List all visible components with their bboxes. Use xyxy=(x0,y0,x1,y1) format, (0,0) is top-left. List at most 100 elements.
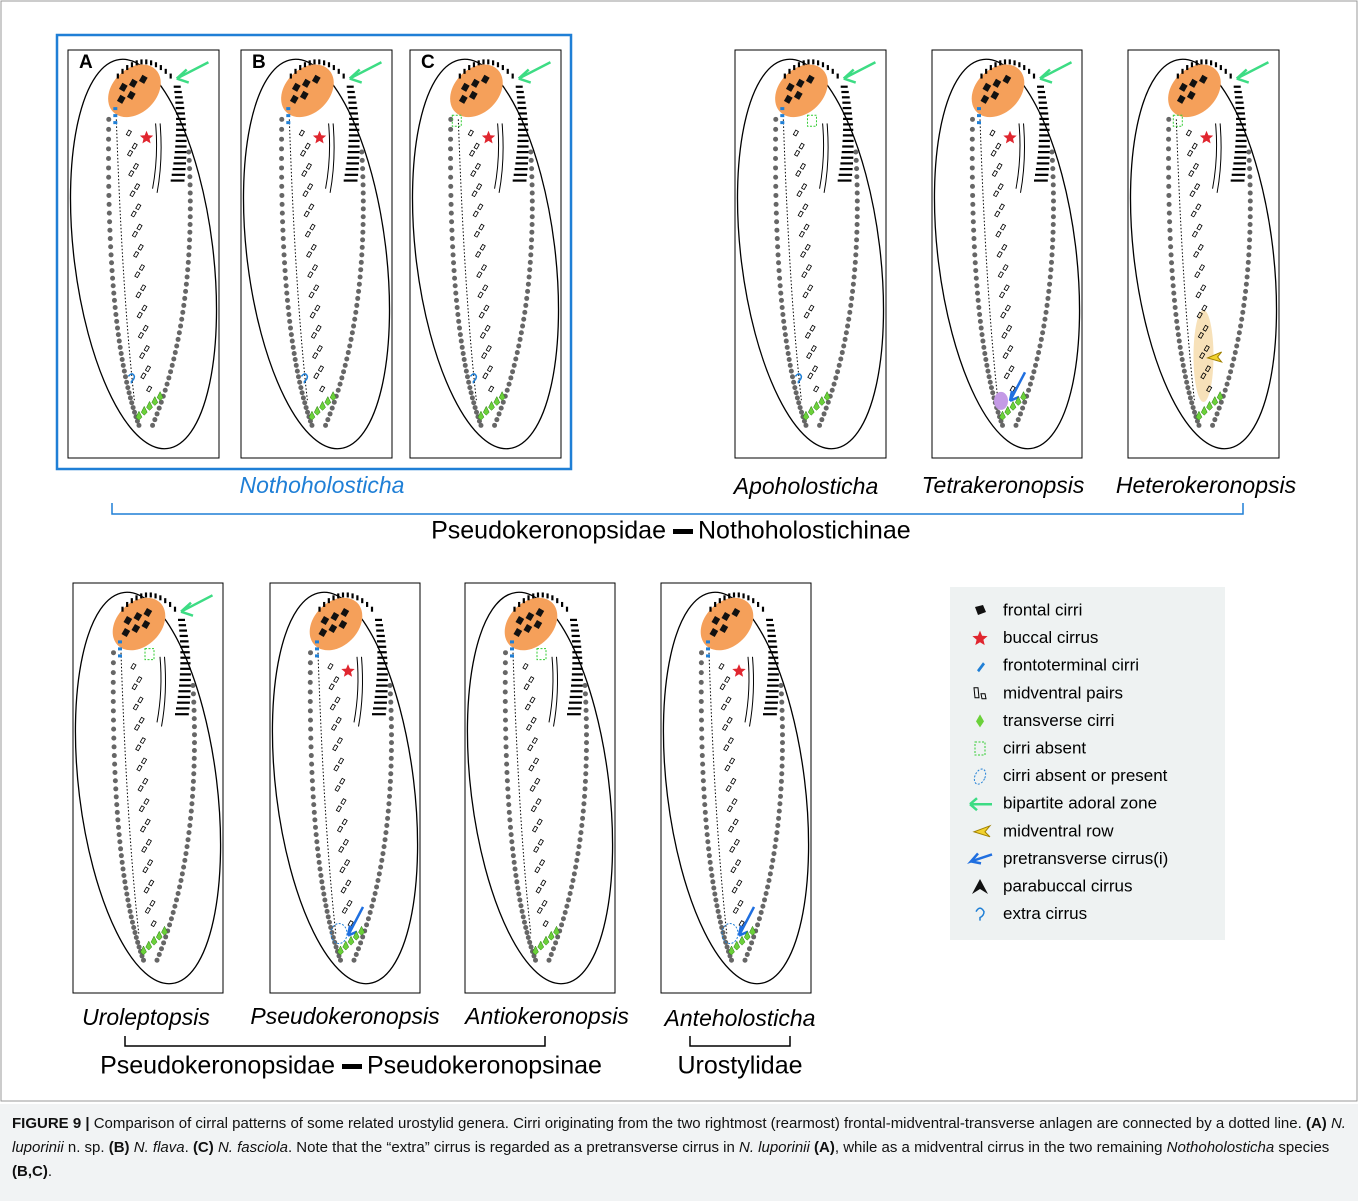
marginal-cirrus xyxy=(281,252,287,258)
marginal-cirrus xyxy=(1244,274,1250,280)
marginal-cirrus xyxy=(717,919,723,925)
marginal-cirrus xyxy=(387,786,393,792)
marginal-cirrus xyxy=(1226,375,1232,381)
marginal-cirrus xyxy=(1168,252,1174,258)
cell xyxy=(240,49,393,459)
marginal-cirrus xyxy=(699,650,704,656)
marginal-cirrus xyxy=(504,387,510,393)
marginal-cirrus xyxy=(854,214,860,220)
marginal-cirrus xyxy=(116,832,122,838)
marginal-cirrus xyxy=(779,724,785,730)
marginal-cirrus xyxy=(112,769,118,775)
marginal-cirrus xyxy=(106,136,112,142)
frontal-cirrus xyxy=(460,82,470,92)
legend-label: midventral pairs xyxy=(1003,683,1123,702)
marginal-cirrus xyxy=(1166,210,1172,216)
transverse-cirrus xyxy=(1211,395,1219,406)
caption-part: , while as a midventral cirrus in the tw… xyxy=(834,1139,1163,1156)
midventral-cirrus xyxy=(314,304,321,312)
marginal-cirrus xyxy=(359,244,365,250)
midventral-cirrus xyxy=(477,203,484,211)
marginal-cirrus xyxy=(283,283,289,289)
buccal-cirrus xyxy=(1003,130,1017,144)
undulating-membrane xyxy=(329,123,335,193)
midventral-cirrus xyxy=(142,866,149,874)
transverse-cirrus xyxy=(542,935,550,946)
marginal-cirrus xyxy=(458,338,464,344)
transverse-cirrus xyxy=(749,925,756,936)
transverse-cirrus xyxy=(1004,405,1012,416)
marginal-cirrus xyxy=(166,375,172,381)
midventral-cirrus xyxy=(531,825,539,833)
marginal-cirrus xyxy=(1046,288,1052,294)
marginal-cirrus xyxy=(518,903,524,909)
marginal-cirrus xyxy=(1246,252,1252,258)
midventral-cirrus xyxy=(334,696,341,704)
cell-body xyxy=(74,591,222,985)
marginal-cirrus xyxy=(580,815,586,821)
midventral-cirrus xyxy=(529,784,536,792)
marginal-cirrus xyxy=(773,136,779,142)
marginal-cirrus xyxy=(510,846,516,852)
marginal-cirrus xyxy=(1232,350,1238,356)
marginal-cirrus xyxy=(106,116,112,122)
marginal-cirrus xyxy=(311,802,317,808)
marginal-cirrus xyxy=(1247,198,1253,204)
marginal-cirrus xyxy=(190,683,196,688)
marginal-cirrus xyxy=(110,689,116,695)
marginal-cirrus xyxy=(111,753,117,759)
midventral-cirrus xyxy=(1201,304,1208,312)
marginal-cirrus xyxy=(503,726,509,732)
marginal-cirrus xyxy=(126,390,132,396)
marginal-cirrus xyxy=(698,689,704,695)
marginal-cirrus xyxy=(778,683,784,688)
marginal-cirrus xyxy=(187,174,193,180)
transverse-cirrus xyxy=(493,395,501,406)
frontal-cirrus xyxy=(525,611,535,622)
frontoterminal-cirrus xyxy=(113,114,118,118)
legend-label: bipartite adoral zone xyxy=(1003,794,1157,813)
midventral-cirrus xyxy=(142,777,149,785)
marginal-cirrus xyxy=(388,707,394,713)
marginal-cirrus xyxy=(1045,295,1051,301)
midventral-cirrus xyxy=(995,142,1002,150)
frontal-cirrus xyxy=(721,611,731,622)
marginal-cirrus xyxy=(279,155,285,161)
marginal-cirrus xyxy=(451,260,457,266)
marginal-cirrus xyxy=(107,227,113,233)
marginal-cirrus xyxy=(359,149,365,155)
marginal-cirrus xyxy=(742,957,748,963)
marginal-cirrus xyxy=(569,884,575,890)
marginal-cirrus xyxy=(106,155,112,161)
marginal-cirrus xyxy=(1020,405,1026,411)
marginal-cirrus xyxy=(1034,356,1040,362)
marginal-cirrus xyxy=(506,381,512,387)
midventral-cirrus xyxy=(150,920,157,928)
transverse-cirrus xyxy=(150,935,158,946)
marginal-cirrus xyxy=(183,851,189,857)
cell xyxy=(1127,49,1280,459)
midventral-cirrus xyxy=(312,352,319,360)
marginal-cirrus xyxy=(352,316,358,322)
marginal-cirrus xyxy=(854,190,860,196)
transverse-cirrus xyxy=(823,391,831,401)
marginal-cirrus xyxy=(773,165,779,171)
midventral-cirrus xyxy=(480,264,488,272)
marginal-cirrus xyxy=(469,395,475,401)
marginal-cirrus xyxy=(524,930,530,936)
marginal-cirrus xyxy=(106,174,112,180)
midventral-cirrus xyxy=(133,723,141,731)
marginal-cirrus xyxy=(388,771,394,777)
marginal-cirrus xyxy=(279,174,285,180)
midventral-cirrus xyxy=(340,798,347,806)
marginal-cirrus xyxy=(1033,362,1039,368)
marginal-cirrus xyxy=(995,409,1001,415)
marginal-cirrus xyxy=(778,691,784,697)
marginal-cirrus xyxy=(773,210,779,216)
legend-label: frontal cirri xyxy=(1003,600,1082,619)
cirri-absent xyxy=(451,114,462,127)
marginal-cirrus xyxy=(364,922,370,928)
cell-body xyxy=(1129,58,1278,450)
marginal-cirrus xyxy=(191,755,197,761)
frontal-cirrus xyxy=(980,94,990,104)
